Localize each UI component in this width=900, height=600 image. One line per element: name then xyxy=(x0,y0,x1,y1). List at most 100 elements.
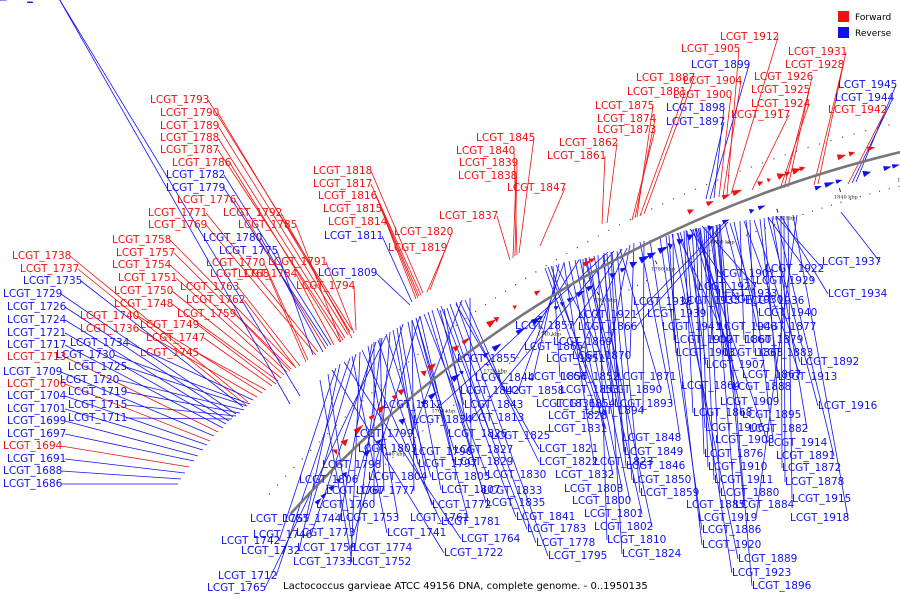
legend-reverse-label: Reverse xyxy=(855,29,892,39)
gene-label: LCGT_1717 xyxy=(7,339,66,351)
gene-label: LCGT_1808 xyxy=(564,483,623,495)
gene-label: LCGT_1795 xyxy=(548,550,607,562)
tick-mark xyxy=(383,446,387,450)
gene-label: LCGT_1738 xyxy=(12,250,71,262)
reverse-gene-arrow xyxy=(638,255,650,264)
leader-line xyxy=(407,321,442,491)
leader-line xyxy=(611,251,633,481)
gene-label: LCGT_1777 xyxy=(356,485,415,497)
leader-line xyxy=(60,445,190,468)
gene-label: LCGT_1848 xyxy=(622,432,681,444)
gene-label: LCGT_1843 xyxy=(464,399,523,411)
gene-label: LCGT_1858 xyxy=(505,385,564,397)
gene-label: LCGT_1747 xyxy=(146,332,205,344)
leader-line xyxy=(203,337,273,387)
gene-label: LCGT_1699 xyxy=(7,415,66,427)
gene-label: LCGT_1815 xyxy=(323,203,382,215)
leader-line xyxy=(691,229,706,429)
leader-line xyxy=(751,114,790,191)
leader-line xyxy=(787,215,793,500)
gene-label: LCGT_1733 xyxy=(293,556,352,568)
gene-label: LCGT_1746 xyxy=(253,529,313,541)
leader-line xyxy=(783,215,786,483)
leader-line xyxy=(137,315,263,394)
forward-gene-arrow xyxy=(791,168,802,175)
leader-line xyxy=(375,272,411,306)
gene-label: LCGT_1945 xyxy=(838,79,897,91)
forward-gene-arrow xyxy=(757,181,764,187)
gene-label: LCGT_1853 xyxy=(560,384,619,396)
tick-mark xyxy=(654,260,658,265)
gene-label: LCGT_1830 xyxy=(487,469,546,481)
legend: Forward Reverse xyxy=(838,11,892,39)
leader-line xyxy=(125,404,237,417)
leader-line xyxy=(631,129,656,221)
leader-line xyxy=(353,315,421,534)
forward-gene-arrow xyxy=(461,336,472,345)
gene-label: LCGT_1829 xyxy=(454,456,513,468)
gene-label: LCGT_1794 xyxy=(296,280,356,292)
gene-label: LCGT_1894 xyxy=(585,405,645,417)
reverse-gene-arrow xyxy=(459,371,464,376)
gene-label: LCGT_1814 xyxy=(328,216,388,228)
gene-label: LCGT_1871 xyxy=(617,371,676,383)
leader-line xyxy=(719,223,753,587)
gene-label: LCGT_1943 xyxy=(718,321,777,333)
gene-label: LCGT_1893 xyxy=(614,398,673,410)
leader-line xyxy=(415,317,469,519)
leader-line xyxy=(295,273,335,346)
gene-label: LCGT_1887 xyxy=(636,72,695,84)
gene-label: LCGT_1847 xyxy=(507,182,566,194)
tick-mark xyxy=(839,188,841,193)
gene-label: LCGT_1786 xyxy=(172,157,232,169)
gene-label: LCGT_1774 xyxy=(353,542,413,554)
leader-line xyxy=(574,259,623,490)
leader-line xyxy=(775,216,835,457)
reverse-gene-arrow xyxy=(835,179,843,184)
gene-label: LCGT_1792 xyxy=(223,207,282,219)
leader-line xyxy=(593,255,653,528)
gene-label: LCGT_1870 xyxy=(572,350,631,362)
gene-label: LCGT_1819 xyxy=(388,242,447,254)
leader-line xyxy=(780,215,829,295)
gene-label: LCGT_1855 xyxy=(457,353,516,365)
gene-label: LCGT_1757 xyxy=(116,247,175,259)
gene-label: LCGT_1921 xyxy=(578,309,637,321)
gene-label: LCGT_1881 xyxy=(627,86,686,98)
leader-line xyxy=(563,261,595,463)
reverse-gene-arrow xyxy=(320,492,328,499)
gene-label: LCGT_1689 xyxy=(0,0,59,3)
reverse-gene-arrow xyxy=(375,438,382,445)
forward-gene-arrow xyxy=(493,317,500,323)
reverse-gene-arrow xyxy=(686,234,695,241)
tick-mark xyxy=(540,325,544,330)
forward-gene-arrow xyxy=(512,305,517,310)
gene-label: LCGT_1872 xyxy=(782,462,841,474)
leader-line xyxy=(396,327,419,465)
gene-label: LCGT_1813 xyxy=(465,412,524,424)
leader-line xyxy=(325,261,355,334)
leader-line xyxy=(64,433,195,462)
gene-label: LCGT_1825 xyxy=(491,430,550,442)
gene-label: LCGT_1936 xyxy=(745,295,805,307)
gene-label: LCGT_1719 xyxy=(68,386,127,398)
gene-label: LCGT_1704 xyxy=(7,390,67,402)
leader-line xyxy=(677,232,733,574)
leader-line xyxy=(711,225,736,506)
leader-line xyxy=(217,137,346,339)
gene-label: LCGT_1901 xyxy=(716,268,775,280)
gene-label: LCGT_1918 xyxy=(790,512,849,524)
leader-line xyxy=(643,77,695,215)
gene-label: LCGT_1750 xyxy=(114,285,173,297)
leader-line xyxy=(237,286,301,367)
reverse-gene-arrow xyxy=(676,239,684,245)
leader-line xyxy=(459,301,540,463)
leader-line xyxy=(707,225,721,494)
gene-label: LCGT_1742 xyxy=(221,535,280,547)
reverse-gene-arrow xyxy=(646,252,657,260)
tick-label: 1820 kbp xyxy=(772,215,796,221)
tick-label: 1800 kbp xyxy=(711,239,735,245)
leader-line xyxy=(694,228,769,444)
gene-label: LCGT_1868 xyxy=(693,407,752,419)
gene-label: LCGT_1904 xyxy=(683,75,743,87)
